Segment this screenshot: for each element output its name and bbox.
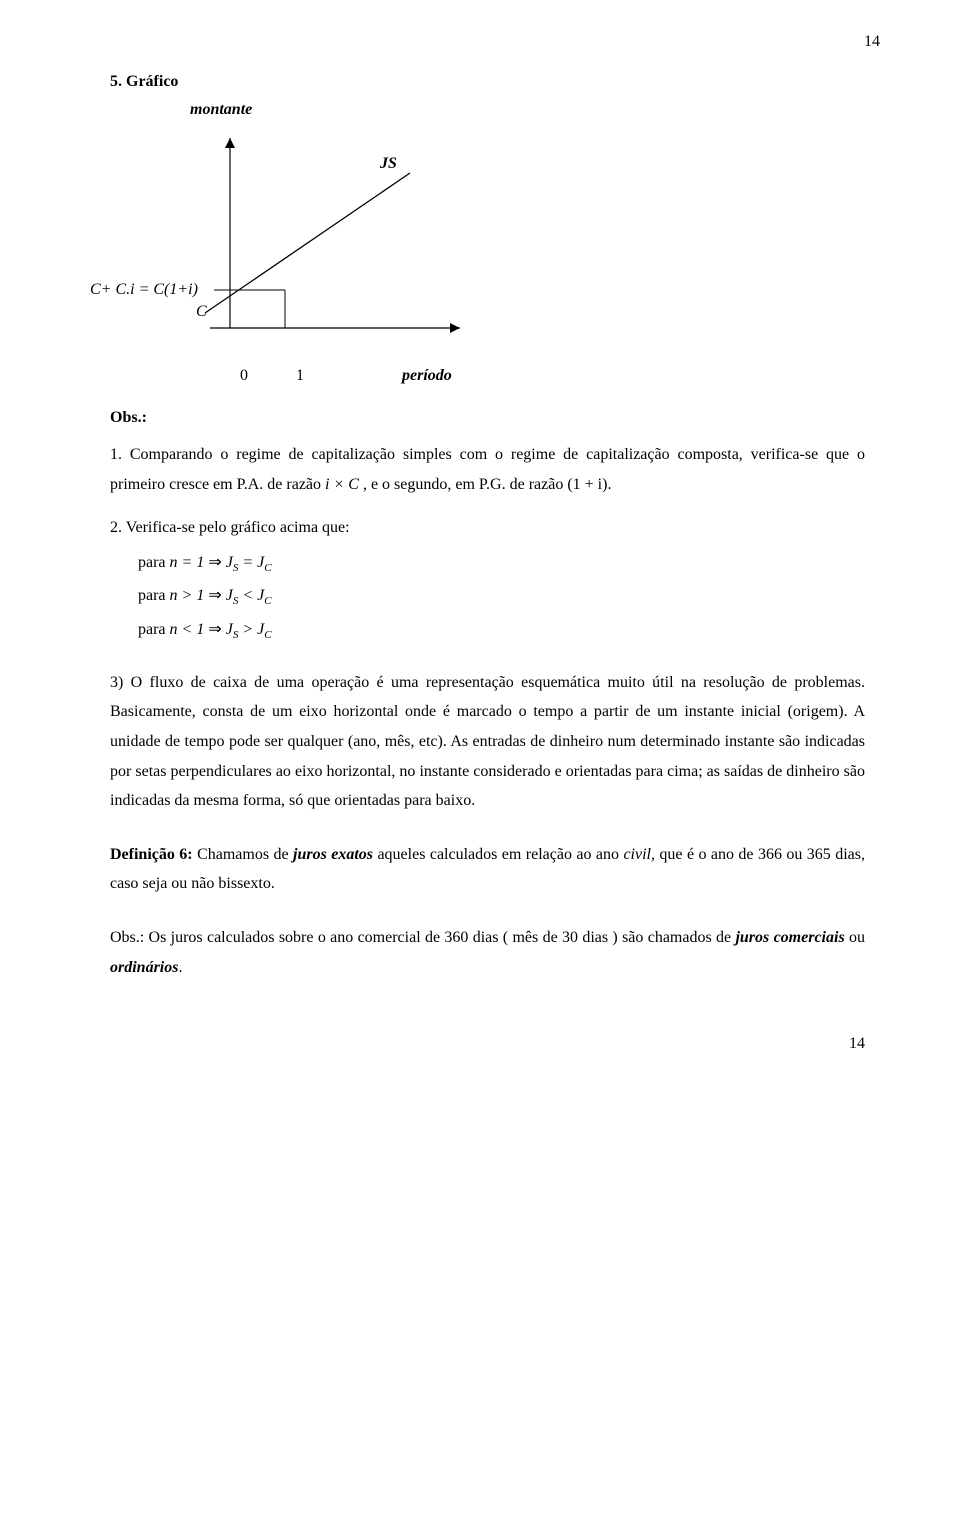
x-axis-labels: 0 1 período bbox=[240, 364, 865, 388]
graph-c-label: C bbox=[196, 300, 207, 324]
page-number-top: 14 bbox=[864, 30, 880, 54]
x-tick-0: 0 bbox=[240, 364, 248, 388]
paragraph-2-intro: 2. Verifica-se pelo gráfico acima que: bbox=[110, 513, 865, 543]
obs-2: Obs.: Os juros calculados sobre o ano co… bbox=[110, 923, 865, 982]
page-number-bottom: 14 bbox=[110, 1032, 865, 1056]
section-heading: 5. Gráfico bbox=[110, 70, 865, 94]
math-line-1: para n = 1 ⇒ JS = JC bbox=[138, 551, 865, 577]
line-graph: JS bbox=[170, 128, 470, 348]
x-tick-1: 1 bbox=[296, 364, 304, 388]
svg-text:JS: JS bbox=[379, 155, 397, 172]
math-line-3: para n < 1 ⇒ JS > JC bbox=[138, 618, 865, 644]
obs-heading: Obs.: bbox=[110, 406, 865, 430]
paragraph-3: 3) O fluxo de caixa de uma operação é um… bbox=[110, 668, 865, 816]
graph-container: C+ C.i = C(1+i) C JS bbox=[170, 128, 865, 356]
math-line-2: para n > 1 ⇒ JS < JC bbox=[138, 584, 865, 610]
graph-left-annotation: C+ C.i = C(1+i) bbox=[90, 278, 198, 302]
definition-6: Definição 6: Chamamos de juros exatos aq… bbox=[110, 840, 865, 899]
paragraph-1: 1. Comparando o regime de capitalização … bbox=[110, 440, 865, 499]
x-axis-label: período bbox=[402, 364, 452, 388]
y-axis-label: montante bbox=[190, 98, 865, 122]
